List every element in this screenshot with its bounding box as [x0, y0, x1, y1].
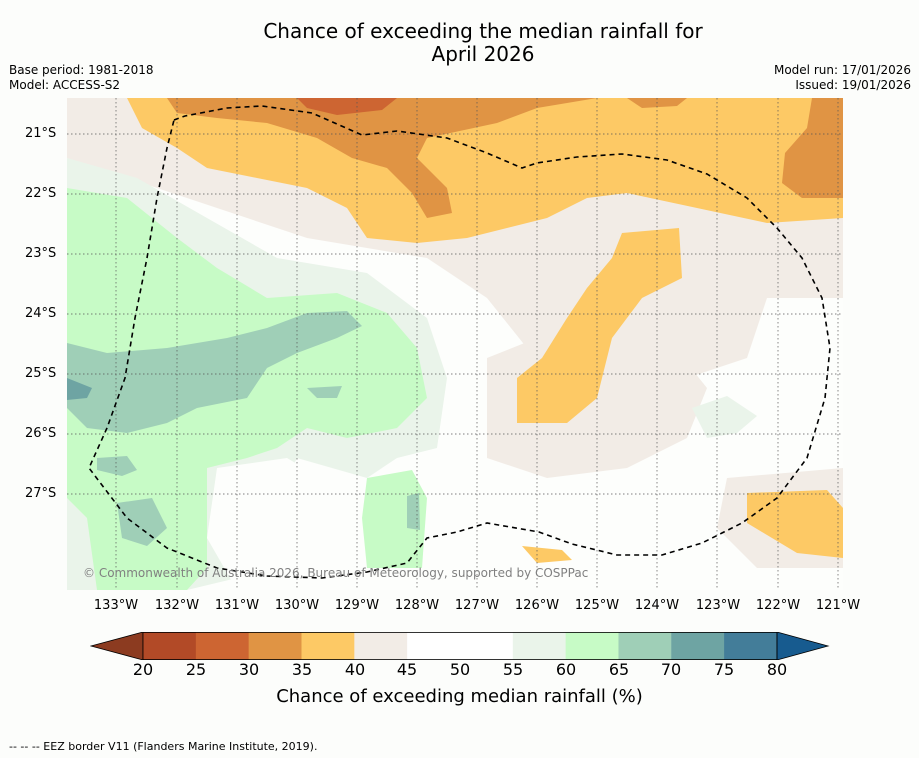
rainfall-map	[67, 98, 843, 590]
colorbar-label: Chance of exceeding median rainfall (%)	[276, 686, 643, 707]
base-period: Base period: 1981-2018	[9, 63, 154, 77]
colorbar-tick: 20	[132, 660, 154, 679]
map-fill	[67, 98, 843, 590]
map-title-line1: Chance of exceeding the median rainfall …	[263, 19, 703, 43]
colorbar-segment	[407, 632, 461, 660]
colorbar-tick: 25	[185, 660, 207, 679]
lon-label: 130°W	[274, 598, 320, 613]
lon-label: 125°W	[574, 598, 620, 613]
colorbar-tick: 45	[396, 660, 418, 679]
lon-label: 128°W	[394, 598, 440, 613]
lon-label: 131°W	[214, 598, 260, 613]
colorbar-outline	[142, 632, 778, 660]
eez-border	[88, 105, 831, 579]
colorbar-segment	[301, 632, 355, 660]
colorbar-tick: 65	[608, 660, 630, 679]
lon-label: 132°W	[154, 598, 200, 613]
colorbar-segment	[618, 632, 672, 660]
colorbar-segment	[724, 632, 778, 660]
colorbar-tick: 50	[449, 660, 471, 679]
copyright-notice: © Commonwealth of Australia 2026, Bureau…	[83, 566, 589, 580]
graticule	[67, 98, 843, 590]
lon-label: 133°W	[93, 598, 139, 613]
lat-label: 21°S	[25, 126, 57, 141]
lat-label: 22°S	[25, 186, 57, 201]
issued-date: Issued: 19/01/2026	[795, 78, 911, 92]
lat-label: 24°S	[25, 306, 57, 321]
lon-label: 126°W	[514, 598, 560, 613]
lat-label: 27°S	[25, 486, 57, 501]
colorbar-segment	[512, 632, 567, 660]
lon-label: 129°W	[334, 598, 380, 613]
colorbar-tick: 75	[713, 660, 735, 679]
colorbar-segment	[248, 632, 302, 660]
colorbar-extend-low	[90, 632, 144, 660]
colorbar-segment	[459, 632, 514, 660]
colorbar-extend-high	[776, 632, 830, 660]
lat-label: 23°S	[25, 246, 57, 261]
model-name: Model: ACCESS-S2	[9, 78, 121, 92]
colorbar-tick: 60	[555, 660, 577, 679]
colorbar-tick: 55	[502, 660, 524, 679]
lon-label: 127°W	[454, 598, 500, 613]
colorbar-tick: 30	[238, 660, 260, 679]
colorbar-segment	[671, 632, 725, 660]
colorbar-tick: 70	[660, 660, 682, 679]
colorbar-segment	[354, 632, 408, 660]
colorbar-segment	[195, 632, 250, 660]
colorbar-segment	[565, 632, 619, 660]
lon-label: 122°W	[755, 598, 801, 613]
colorbar	[90, 632, 830, 660]
colorbar-tick: 80	[766, 660, 788, 679]
colorbar-tick: 40	[344, 660, 366, 679]
colorbar-tick: 35	[291, 660, 313, 679]
model-run: Model run: 17/01/2026	[773, 63, 911, 77]
colorbar-segment	[143, 632, 197, 660]
lon-label: 121°W	[815, 598, 861, 613]
lon-label: 124°W	[634, 598, 680, 613]
map-title-line2: April 2026	[431, 42, 535, 66]
lat-label: 25°S	[25, 366, 57, 381]
lon-label: 123°W	[695, 598, 741, 613]
eez-legend: -- -- -- EEZ border V11 (Flanders Marine…	[9, 740, 318, 753]
lat-label: 26°S	[25, 426, 57, 441]
